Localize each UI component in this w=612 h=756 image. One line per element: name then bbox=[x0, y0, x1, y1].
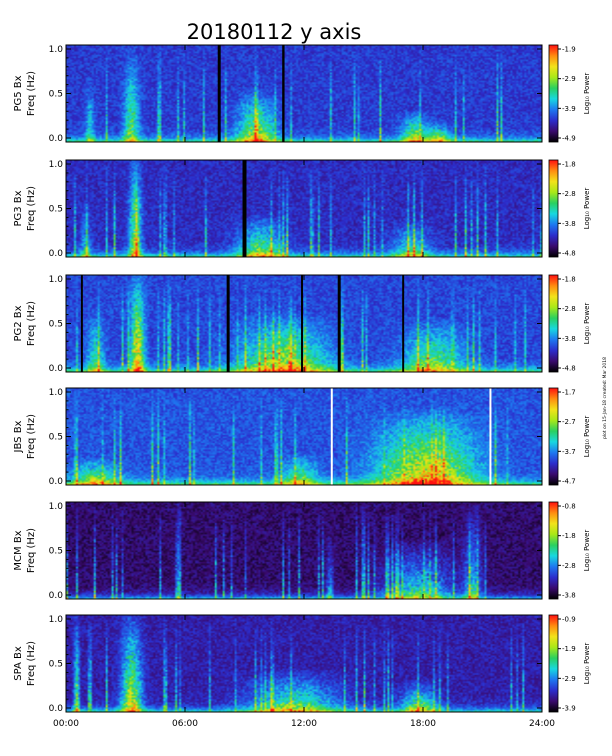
station-label: SPA Bx bbox=[13, 646, 24, 681]
station-label: PG3 Bx bbox=[13, 190, 24, 226]
data-gap-0 bbox=[242, 160, 247, 257]
colorbar-tick-label: -1.9 bbox=[562, 46, 576, 54]
y-tick-label: 1.0 bbox=[49, 45, 64, 55]
y-tick-label: 0.5 bbox=[49, 320, 63, 330]
colorbar-label: Log₁₀ Power bbox=[583, 303, 591, 345]
y-axis-label: Freq (Hz) bbox=[26, 641, 37, 686]
figure-title: 20180112 y axis bbox=[187, 20, 362, 44]
data-gap-3 bbox=[337, 275, 341, 372]
colorbar-tick-label: -3.9 bbox=[562, 705, 576, 713]
panel-spa-bx: 0.0 0.5 1.0 SPA Bx Freq (Hz) -0.9 -1.9 -2.9 -3.9… bbox=[13, 614, 591, 714]
y-axis-label: Freq (Hz) bbox=[26, 528, 37, 573]
y-tick-label: 0.0 bbox=[49, 364, 64, 374]
colorbar-tick-label: -1.8 bbox=[562, 532, 576, 540]
y-axis-label: Freq (Hz) bbox=[26, 301, 37, 346]
colorbar bbox=[548, 501, 559, 600]
y-tick-label: 0.5 bbox=[49, 433, 63, 443]
data-gap-1 bbox=[282, 45, 285, 142]
colorbar-tick-label: -1.7 bbox=[562, 389, 576, 397]
y-tick-label: 1.0 bbox=[49, 502, 64, 512]
panel-pg3-bx: 0.0 0.5 1.0 PG3 Bx Freq (Hz) -1.8 -2.8 -3.8 -4.8… bbox=[13, 159, 591, 259]
spectrogram-image bbox=[66, 45, 542, 142]
panel-mcm-bx: 0.0 0.5 1.0 MCM Bx Freq (Hz) -0.8 -1.8 -2.8 -3.8… bbox=[13, 501, 591, 601]
colorbar bbox=[548, 274, 559, 373]
colorbar bbox=[548, 614, 559, 713]
colorbar-tick-label: -2.9 bbox=[562, 675, 576, 683]
colorbar-tick-label: -3.8 bbox=[562, 592, 576, 600]
panel-jbs-bx: 0.0 0.5 1.0 JBS Bx Freq (Hz) -1.7 -2.7 -3.7 -4.7… bbox=[13, 387, 591, 487]
y-tick-label: 1.0 bbox=[49, 388, 64, 398]
colorbar-tick-label: -3.7 bbox=[562, 448, 576, 456]
y-tick-label: 0.0 bbox=[49, 134, 64, 144]
y-axis-label: Freq (Hz) bbox=[26, 186, 37, 231]
spectrogram-image bbox=[66, 160, 542, 257]
colorbar-label: Log₁₀ Power bbox=[583, 530, 591, 572]
data-gap-0 bbox=[80, 275, 83, 372]
x-tick-label: 24:00 bbox=[529, 719, 555, 729]
time-axis: 00:00 06:00 12:00 18:00 24:00 bbox=[53, 719, 555, 729]
colorbar-tick-label: -2.8 bbox=[562, 190, 576, 198]
data-gap-0 bbox=[330, 388, 333, 485]
colorbar-tick-label: -2.7 bbox=[562, 418, 576, 426]
y-tick-label: 1.0 bbox=[49, 160, 64, 170]
colorbar-tick-label: -2.8 bbox=[562, 305, 576, 313]
spectrogram-image bbox=[66, 275, 542, 372]
colorbar-tick-label: -4.7 bbox=[562, 478, 576, 486]
data-gap-1 bbox=[489, 388, 492, 485]
colorbar-tick-label: -2.9 bbox=[562, 75, 576, 83]
spectrogram-image bbox=[66, 502, 542, 599]
colorbar-label: Log₁₀ Power bbox=[583, 188, 591, 230]
colorbar-tick-label: -4.8 bbox=[562, 365, 576, 373]
data-gap-0 bbox=[217, 45, 221, 142]
y-tick-label: 0.0 bbox=[49, 704, 64, 714]
colorbar-tick-label: -2.8 bbox=[562, 562, 576, 570]
station-label: PG5 Bx bbox=[13, 75, 24, 111]
y-axis-label: Freq (Hz) bbox=[26, 71, 37, 116]
station-label: MCM Bx bbox=[13, 530, 24, 570]
y-axis-label: Freq (Hz) bbox=[26, 414, 37, 459]
panel-pg2-bx: 0.0 0.5 1.0 PG2 Bx Freq (Hz) -1.8 -2.8 -3.8 -4.8… bbox=[13, 274, 591, 374]
colorbar-tick-label: -0.9 bbox=[562, 616, 576, 624]
colorbar-tick-label: -1.9 bbox=[562, 645, 576, 653]
y-tick-label: 0.0 bbox=[49, 249, 64, 259]
spectrogram-image bbox=[66, 388, 542, 485]
y-tick-label: 1.0 bbox=[49, 615, 64, 625]
colorbar-tick-label: -0.8 bbox=[562, 503, 576, 511]
colorbar bbox=[548, 387, 559, 486]
y-tick-label: 0.5 bbox=[49, 90, 63, 100]
station-label: JBS Bx bbox=[13, 420, 24, 453]
y-tick-label: 0.0 bbox=[49, 477, 64, 487]
station-label: PG2 Bx bbox=[13, 305, 24, 341]
colorbar bbox=[548, 159, 559, 258]
colorbar bbox=[548, 44, 559, 143]
colorbar-label: Log₁₀ Power bbox=[583, 643, 591, 685]
y-tick-label: 0.5 bbox=[49, 547, 63, 557]
colorbar-label: Log₁₀ Power bbox=[583, 416, 591, 458]
x-tick-label: 00:00 bbox=[53, 719, 79, 729]
spectrogram-image bbox=[66, 615, 542, 712]
y-tick-label: 0.5 bbox=[49, 205, 63, 215]
y-tick-label: 1.0 bbox=[49, 275, 64, 285]
colorbar-tick-label: -4.9 bbox=[562, 135, 576, 143]
data-gap-1 bbox=[226, 275, 230, 372]
x-tick-label: 18:00 bbox=[410, 719, 436, 729]
colorbar-tick-label: -3.8 bbox=[562, 220, 576, 228]
x-tick-label: 12:00 bbox=[291, 719, 317, 729]
y-tick-label: 0.0 bbox=[49, 591, 64, 601]
data-gap-2 bbox=[301, 275, 304, 372]
colorbar-tick-label: -3.8 bbox=[562, 335, 576, 343]
data-gap-4 bbox=[402, 275, 405, 372]
x-tick-label: 06:00 bbox=[172, 719, 198, 729]
colorbar-tick-label: -4.8 bbox=[562, 250, 576, 258]
colorbar-tick-label: -1.8 bbox=[562, 161, 576, 169]
plot-stamp: plot on 15-Jan-18 created: Mar 2018 bbox=[602, 357, 608, 439]
colorbar-tick-label: -1.8 bbox=[562, 276, 576, 284]
y-tick-label: 0.5 bbox=[49, 660, 63, 670]
panel-pg5-bx: 0.0 0.5 1.0 PG5 Bx Freq (Hz) -1.9 -2.9 -3.9 -4.9… bbox=[13, 44, 591, 144]
colorbar-tick-label: -3.9 bbox=[562, 105, 576, 113]
colorbar-label: Log₁₀ Power bbox=[583, 73, 591, 115]
